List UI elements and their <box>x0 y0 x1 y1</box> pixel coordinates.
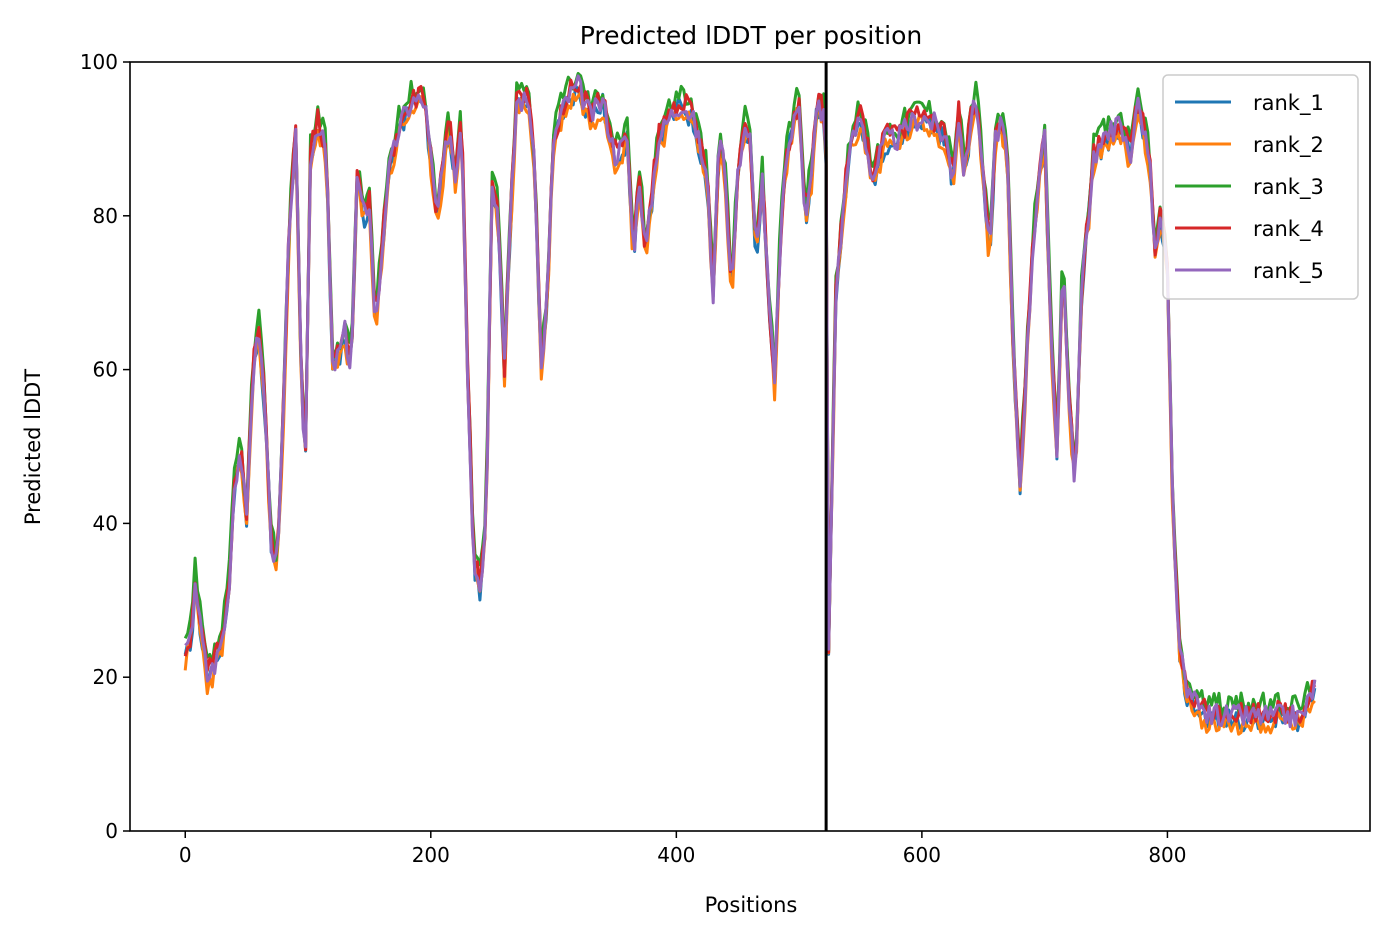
x-tick-label: 800 <box>1148 843 1186 867</box>
chart-title: Predicted lDDT per position <box>580 21 922 50</box>
legend-box <box>1162 74 1359 300</box>
y-tick-label: 20 <box>93 665 118 689</box>
plot-frame <box>129 61 1371 832</box>
y-tick-label: 0 <box>105 819 118 843</box>
series-line-rank_5 <box>184 74 1317 729</box>
x-axis-label: Positions <box>705 893 798 917</box>
y-axis-label: Predicted lDDT <box>21 369 45 525</box>
y-tick-label: 40 <box>93 511 118 535</box>
y-tick-label: 80 <box>93 204 118 228</box>
y-axis: 0 20 40 60 80 100 <box>80 50 130 843</box>
x-axis: 0 200 400 600 800 <box>179 831 1187 867</box>
x-tick-label: 400 <box>657 843 695 867</box>
y-tick-label: 60 <box>93 358 118 382</box>
plot-area <box>183 62 1317 831</box>
legend-label-rank_5: rank_5 <box>1253 259 1324 284</box>
legend-label-rank_3: rank_3 <box>1253 175 1324 200</box>
legend: rank_1 rank_2 rank_3 rank_4 rank_5 <box>1162 74 1359 300</box>
x-tick-label: 0 <box>179 843 192 867</box>
y-tick-label: 100 <box>80 50 118 74</box>
legend-label-rank_4: rank_4 <box>1253 217 1324 242</box>
x-tick-label: 200 <box>412 843 450 867</box>
legend-label-rank_1: rank_1 <box>1253 91 1324 116</box>
legend-label-rank_2: rank_2 <box>1253 133 1324 158</box>
x-tick-label: 600 <box>903 843 941 867</box>
